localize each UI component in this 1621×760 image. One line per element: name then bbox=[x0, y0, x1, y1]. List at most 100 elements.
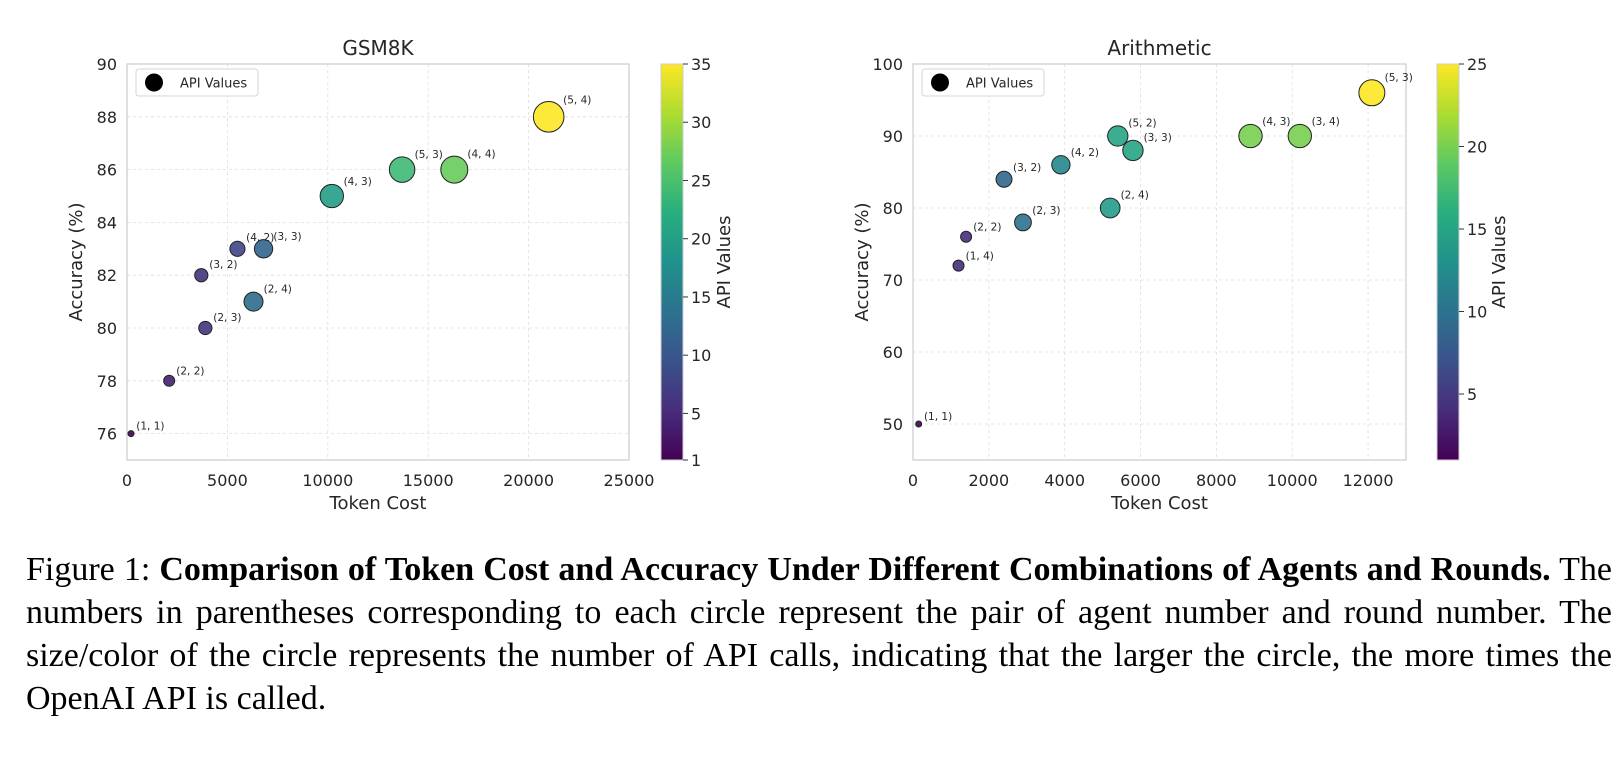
data-point bbox=[243, 291, 264, 312]
data-point bbox=[440, 155, 469, 184]
data-point bbox=[995, 170, 1013, 188]
legend-marker bbox=[931, 73, 949, 92]
data-point-label: (3, 3) bbox=[273, 231, 301, 243]
y-tick-label: 80 bbox=[883, 199, 903, 218]
colorbar-tick-label: 25 bbox=[1467, 55, 1487, 74]
data-point-label: (2, 4) bbox=[264, 283, 292, 295]
figure-caption: Figure 1: Comparison of Token Cost and A… bbox=[26, 548, 1612, 720]
data-point bbox=[388, 156, 416, 183]
y-tick-label: 78 bbox=[97, 372, 117, 391]
y-tick-label: 86 bbox=[97, 161, 117, 180]
legend-label: API Values bbox=[180, 77, 247, 92]
data-point bbox=[229, 240, 246, 257]
x-tick-label: 0 bbox=[122, 471, 132, 490]
data-point-label: (4, 2) bbox=[1071, 147, 1099, 159]
data-point bbox=[198, 320, 213, 336]
colorbar-tick-label: 35 bbox=[691, 55, 711, 74]
data-point bbox=[1287, 123, 1312, 149]
x-tick-label: 8000 bbox=[1196, 471, 1237, 490]
caption-bold-title: Comparison of Token Cost and Accuracy Un… bbox=[159, 551, 1551, 588]
data-point bbox=[1238, 123, 1263, 149]
x-tick-label: 10000 bbox=[1267, 471, 1318, 490]
data-point bbox=[163, 374, 176, 387]
y-tick-label: 60 bbox=[883, 343, 903, 362]
y-tick-label: 84 bbox=[97, 213, 117, 232]
data-point bbox=[1107, 125, 1129, 147]
arithmetic-chart: 0 2000 4000 6000 8000 10000 12000 50 60 70 80 90 100… bbox=[852, 36, 1510, 514]
data-point-label: (3, 2) bbox=[1013, 162, 1041, 174]
data-point-label: (4, 3) bbox=[344, 176, 372, 188]
data-point-label: (5, 2) bbox=[1128, 117, 1156, 129]
data-point bbox=[1122, 139, 1144, 162]
caption-figure-label: Figure 1: bbox=[26, 551, 151, 588]
data-point-label: (3, 3) bbox=[1144, 132, 1172, 144]
figure: 0 5000 10000 15000 20000 25000767880828486889… bbox=[66, 36, 1510, 514]
y-axis-label: Accuracy (%) bbox=[852, 202, 873, 321]
data-point bbox=[1099, 197, 1121, 219]
y-tick-label: 90 bbox=[97, 55, 117, 74]
colorbar bbox=[660, 63, 684, 461]
data-point-label: (2, 4) bbox=[1121, 190, 1149, 202]
data-point bbox=[1358, 79, 1386, 107]
y-tick-label: 50 bbox=[883, 415, 903, 434]
x-tick-label: 10000 bbox=[302, 471, 353, 490]
plot-area bbox=[912, 63, 1407, 461]
colorbar-tick-label: 5 bbox=[691, 404, 701, 423]
data-point bbox=[960, 230, 973, 243]
x-tick-label: 6000 bbox=[1120, 471, 1161, 490]
data-point bbox=[253, 239, 274, 259]
data-point bbox=[194, 268, 209, 283]
chart-title: GSM8K bbox=[342, 36, 414, 60]
data-point bbox=[532, 101, 565, 133]
x-axis-label: Token Cost bbox=[329, 493, 427, 514]
y-tick-label: 90 bbox=[883, 127, 903, 146]
data-point-label: (4, 3) bbox=[1262, 116, 1290, 128]
x-tick-label: 25000 bbox=[604, 471, 655, 490]
x-tick-label: 20000 bbox=[503, 471, 554, 490]
data-point-label: (1, 4) bbox=[966, 250, 994, 262]
data-point bbox=[952, 259, 965, 272]
data-point-label: (1, 1) bbox=[136, 420, 164, 432]
data-point bbox=[1014, 213, 1032, 232]
data-point-label: (1, 1) bbox=[924, 411, 952, 423]
colorbar-tick-label: 10 bbox=[1467, 303, 1487, 322]
caption-body: The numbers in parentheses corresponding… bbox=[26, 551, 1613, 717]
plot-area bbox=[126, 63, 630, 461]
legend-label: API Values bbox=[966, 77, 1033, 92]
x-tick-label: 2000 bbox=[968, 471, 1009, 490]
data-point-label: (3, 2) bbox=[209, 259, 237, 271]
data-point-label: (5, 4) bbox=[563, 94, 591, 106]
colorbar-tick-label: 1 bbox=[691, 451, 701, 470]
legend-box bbox=[921, 68, 1045, 97]
data-point-label: (3, 4) bbox=[1312, 116, 1340, 128]
data-point bbox=[127, 430, 135, 438]
y-tick-label: 80 bbox=[97, 319, 117, 338]
x-tick-label: 12000 bbox=[1343, 471, 1394, 490]
y-tick-label: 82 bbox=[97, 266, 117, 285]
gsm8k-chart: 0 5000 10000 15000 20000 25000 76 78 80 82 84 86 88 9… bbox=[66, 36, 735, 514]
data-point-label: (5, 3) bbox=[415, 149, 443, 161]
chart-title: Arithmetic bbox=[1107, 36, 1211, 60]
colorbar-tick-label: 20 bbox=[691, 230, 711, 249]
colorbar-tick-label: 15 bbox=[1467, 220, 1487, 239]
colorbar bbox=[1436, 63, 1460, 461]
data-point bbox=[915, 420, 923, 428]
legend-box bbox=[135, 68, 259, 97]
y-tick-label: 70 bbox=[883, 271, 903, 290]
y-tick-label: 88 bbox=[97, 108, 117, 127]
data-point-label: (2, 3) bbox=[1032, 205, 1060, 217]
x-tick-label: 5000 bbox=[207, 471, 248, 490]
x-tick-label: 4000 bbox=[1044, 471, 1085, 490]
y-tick-label: 100 bbox=[872, 55, 903, 74]
colorbar-tick-label: 30 bbox=[691, 113, 711, 132]
colorbar-tick-label: 25 bbox=[691, 171, 711, 190]
colorbar-label: API Values bbox=[1489, 215, 1510, 308]
data-point-label: (2, 3) bbox=[213, 312, 241, 324]
x-tick-label: 0 bbox=[908, 471, 918, 490]
y-tick-label: 76 bbox=[97, 425, 117, 444]
colorbar-tick-label: 10 bbox=[691, 346, 711, 365]
data-point bbox=[319, 183, 344, 209]
data-point-label: (5, 3) bbox=[1385, 72, 1413, 84]
x-axis-label: Token Cost bbox=[1110, 493, 1208, 514]
x-tick-label: 15000 bbox=[403, 471, 454, 490]
